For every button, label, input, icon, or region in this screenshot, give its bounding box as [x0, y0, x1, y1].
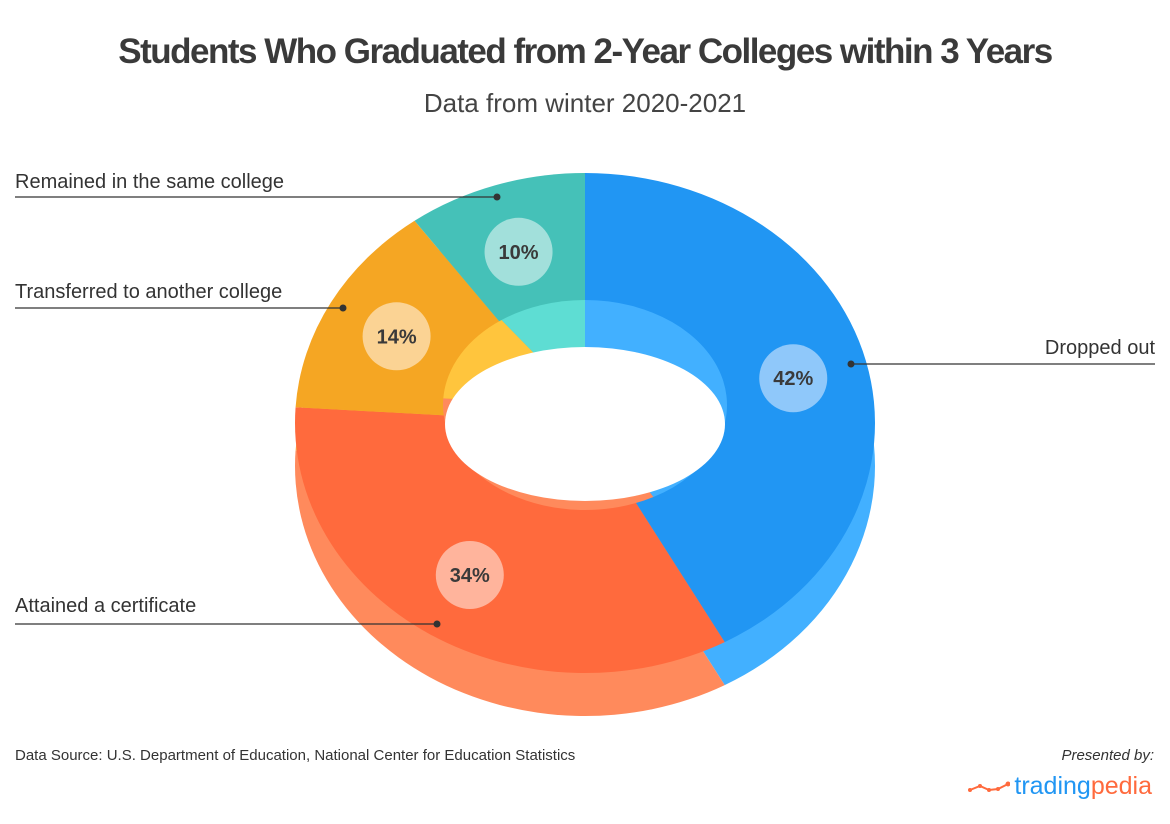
donut-hole: [445, 347, 725, 501]
label-transferred: Transferred to another college: [15, 281, 283, 303]
logo-trading: trading: [1014, 772, 1091, 800]
leader-dot-remained: [493, 193, 501, 201]
data-label-attained: 34%: [450, 565, 490, 587]
data-label-bubble-dropped-out: [759, 344, 828, 413]
logo-line-icon: [968, 781, 1011, 792]
logo-pedia: pedia: [1090, 772, 1152, 800]
data-label-remained: 10%: [499, 242, 539, 264]
label-attained: Attained a certificate: [15, 595, 197, 617]
data-label-bubble-attained: [435, 540, 504, 609]
data-label-transferred: 14%: [377, 326, 417, 348]
chart-subtitle: Data from winter 2020-2021: [423, 88, 747, 118]
presented-by: Presented by:: [1061, 747, 1154, 764]
data-source: Data Source: U.S. Department of Educatio…: [15, 747, 576, 764]
leader-dot-attained: [433, 620, 441, 628]
data-label-bubble-remained: [484, 217, 553, 286]
data-label-bubble-transferred: [362, 302, 431, 371]
chart-title: Students Who Graduated from 2-Year Colle…: [118, 32, 1053, 71]
leader-dot-transferred: [339, 304, 347, 312]
label-remained: Remained in the same college: [15, 171, 285, 193]
leader-dot-dropped-out: [847, 360, 855, 368]
slice-dropped-out: [585, 173, 875, 643]
label-dropped-out: Dropped out: [1044, 337, 1155, 359]
data-label-dropped-out: 42%: [773, 368, 813, 390]
tradingpedia-logo: trading pedia: [968, 772, 1152, 801]
